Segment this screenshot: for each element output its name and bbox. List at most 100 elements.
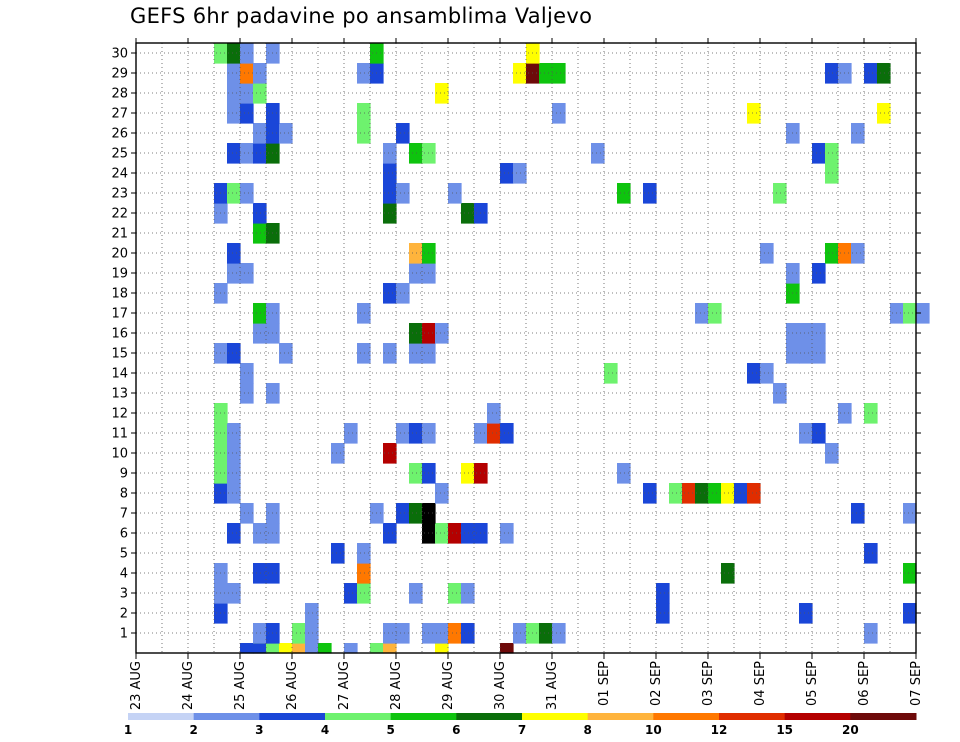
legend-label: 3: [255, 723, 263, 737]
heatmap-cell: [799, 423, 813, 444]
heatmap-cell: [825, 243, 839, 264]
heatmap-cell: [500, 423, 514, 444]
heatmap-cell: [825, 143, 839, 164]
heatmap-cell: [877, 103, 891, 124]
heatmap-cell: [864, 543, 878, 564]
heatmap-cell: [812, 343, 826, 364]
heatmap-cell: [812, 263, 826, 284]
heatmap-cell: [344, 583, 358, 604]
heatmap-cell: [539, 63, 553, 84]
heatmap-cell: [227, 183, 241, 204]
legend-label: 15: [776, 723, 793, 737]
heatmap-cell: [383, 623, 397, 644]
heatmap-cell: [513, 63, 527, 84]
heatmap-cell: [227, 243, 241, 264]
heatmap-cell: [344, 643, 358, 654]
heatmap-cell: [305, 603, 319, 624]
heatmap-cell: [227, 83, 241, 104]
legend-swatch: [653, 713, 720, 720]
chart-title: GEFS 6hr padavine po ansamblima Valjevo: [130, 4, 593, 28]
heatmap-cell: [383, 443, 397, 464]
legend-swatch: [522, 713, 589, 720]
heatmap-cell: [812, 323, 826, 344]
legend-label: 10: [645, 723, 662, 737]
x-tick-label: 05 SEP: [805, 661, 820, 706]
heatmap-cell: [357, 103, 371, 124]
y-tick-label: 11: [111, 427, 128, 442]
y-tick-label: 21: [111, 227, 128, 242]
plot-frame: [135, 42, 917, 654]
heatmap-cell: [227, 483, 241, 504]
x-tick-label: 07 SEP: [909, 661, 924, 706]
heatmap-cell: [461, 583, 475, 604]
y-tick-label: 8: [120, 487, 128, 502]
heatmap-cell: [487, 403, 501, 424]
heatmap-cell: [383, 183, 397, 204]
legend-swatch: [784, 713, 851, 720]
heatmap-cell: [227, 63, 241, 84]
y-tick-label: 27: [111, 107, 128, 122]
legend-swatch: [850, 713, 917, 720]
heatmap-cell: [409, 263, 423, 284]
heatmap-cell: [253, 563, 267, 584]
heatmap-cell: [851, 503, 865, 524]
heatmap-cell: [253, 123, 267, 144]
heatmap-cell: [396, 183, 410, 204]
heatmap-cell: [669, 483, 683, 504]
heatmap-cell: [240, 103, 254, 124]
heatmap-cell: [773, 183, 787, 204]
heatmap-cell: [292, 643, 306, 654]
y-tick-label: 18: [111, 287, 128, 302]
heatmap-cell: [409, 423, 423, 444]
y-tick-label: 20: [111, 247, 128, 262]
legend-label: 1: [124, 723, 132, 737]
heatmap-cell: [747, 363, 761, 384]
y-tick-label: 22: [111, 207, 128, 222]
x-tick-label: 04 SEP: [753, 661, 768, 706]
heatmap-cell: [799, 603, 813, 624]
heatmap-cell: [240, 363, 254, 384]
heatmap-cell: [604, 363, 618, 384]
y-tick-label: 9: [120, 467, 128, 482]
heatmap-cell: [903, 603, 917, 624]
heatmap-cell: [721, 563, 735, 584]
heatmap-cell: [500, 163, 514, 184]
y-tick-label: 30: [111, 47, 128, 62]
y-tick-label: 1: [120, 627, 128, 642]
heatmap-cell: [240, 263, 254, 284]
heatmap-cell: [500, 523, 514, 544]
y-tick-label: 7: [120, 507, 128, 522]
legend-swatch: [719, 713, 786, 720]
heatmap-cell: [279, 643, 293, 654]
x-tick-label: 28 AUG: [389, 661, 404, 710]
heatmap-cell: [435, 523, 449, 544]
heatmap-cell: [227, 43, 241, 64]
heatmap-cell: [357, 303, 371, 324]
heatmap-cell: [409, 243, 423, 264]
heatmap-cell: [448, 183, 462, 204]
heatmap-cell: [227, 523, 241, 544]
heatmap-cell: [747, 103, 761, 124]
y-tick-label: 29: [111, 67, 128, 82]
heatmap-cell: [903, 503, 917, 524]
heatmap-cell: [851, 123, 865, 144]
heatmap-cell: [253, 143, 267, 164]
heatmap-cell: [279, 343, 293, 364]
heatmap-cell: [383, 283, 397, 304]
heatmap-cell: [305, 623, 319, 644]
heatmap-cell: [396, 283, 410, 304]
heatmap-cell: [383, 163, 397, 184]
heatmap-cell: [253, 323, 267, 344]
x-tick-label: 29 AUG: [441, 661, 456, 710]
y-tick-label: 4: [120, 567, 128, 582]
legend-swatch: [259, 713, 326, 720]
heatmap-cell: [461, 523, 475, 544]
heatmap-cell: [695, 303, 709, 324]
heatmap-cell: [409, 343, 423, 364]
x-tick-label: 30 AUG: [493, 661, 508, 710]
heatmap-cell: [227, 423, 241, 444]
heatmap-cell: [552, 103, 566, 124]
heatmap-cell: [240, 503, 254, 524]
legend-label: 8: [583, 723, 591, 737]
heatmap-cell: [396, 423, 410, 444]
